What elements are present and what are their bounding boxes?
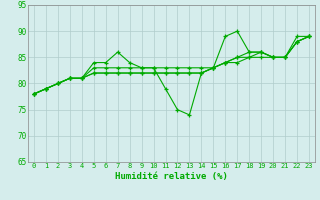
X-axis label: Humidité relative (%): Humidité relative (%) [115,172,228,181]
